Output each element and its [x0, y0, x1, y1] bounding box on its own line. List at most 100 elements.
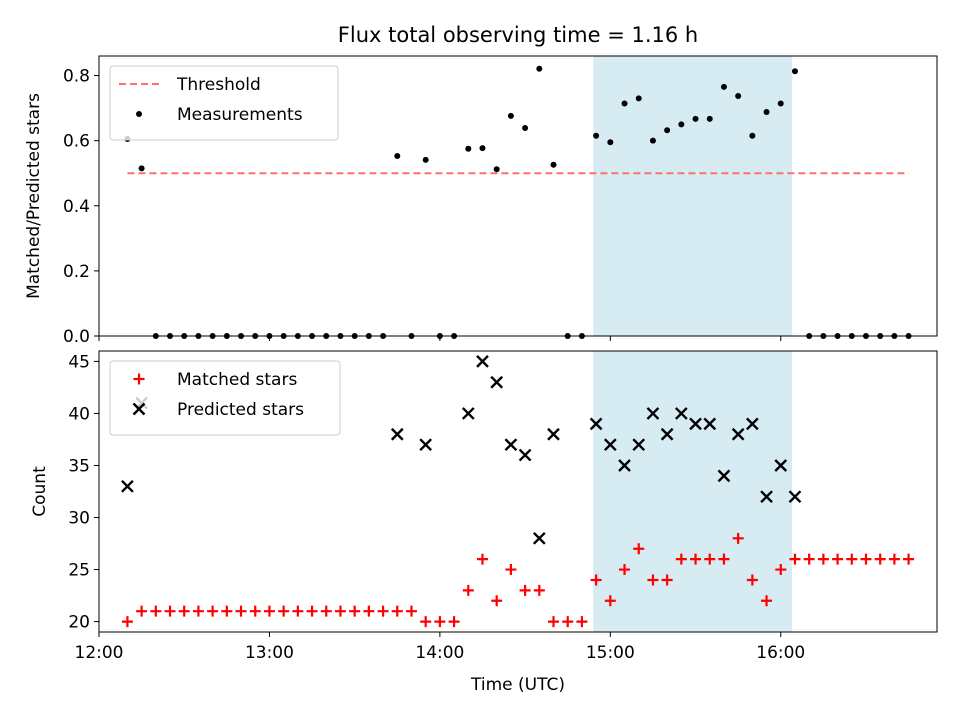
predicted-star-point	[689, 417, 702, 431]
measurement-point	[664, 127, 671, 134]
predicted-star-point	[788, 490, 802, 504]
measurement-point	[493, 166, 500, 173]
measurement-point	[678, 121, 685, 128]
count-y-tick-label: 35	[68, 456, 90, 476]
matched-star-point	[590, 574, 602, 586]
measurement-point	[749, 132, 756, 139]
legend-label: Measurements	[177, 105, 303, 125]
matched-star-point	[377, 605, 389, 617]
measurement-point	[465, 145, 472, 152]
ratio-panel: 0.0 0.2 0.4 0.6 0.8 Flux total observing tim…	[24, 23, 938, 347]
count-y-tick-label: 20	[68, 613, 90, 633]
matched-star-point	[775, 564, 787, 576]
ratio-y-axis: 0.0 0.2 0.4 0.6 0.8	[63, 67, 99, 347]
predicted-star-point	[774, 459, 788, 472]
matched-star-point	[888, 553, 900, 565]
matched-star-point	[278, 605, 290, 617]
predicted-star-point	[646, 407, 660, 420]
predicted-star-point	[703, 417, 717, 431]
matched-star-point	[334, 605, 346, 617]
matched-star-point	[619, 564, 631, 576]
matched-star-point	[462, 584, 474, 596]
measurement-point	[763, 109, 770, 115]
matched-star-point	[803, 553, 815, 565]
matched-star-point	[391, 605, 403, 617]
matched-star-point	[306, 605, 318, 617]
predicted-star-point	[532, 531, 546, 545]
ratio-plot-frame	[98, 55, 938, 337]
matched-star-point	[903, 553, 915, 565]
predicted-star-point	[760, 490, 773, 504]
matched-star-point	[647, 574, 659, 586]
measurement-point	[550, 161, 557, 168]
legend-dot-swatch	[136, 111, 142, 117]
measurement-point	[649, 137, 656, 144]
ratio-y-tick-label: 0.0	[63, 327, 90, 347]
predicted-star-point	[121, 479, 134, 493]
matched-star-point	[505, 564, 517, 576]
observing-window-span	[593, 351, 793, 632]
matched-star-point	[178, 605, 190, 617]
predicted-star-point	[746, 417, 759, 431]
legend-label: Matched stars	[177, 370, 297, 390]
measurement-point	[706, 115, 713, 122]
matched-star-point	[704, 553, 716, 565]
count-y-axis: 20 25 30 35 40 45	[68, 352, 99, 633]
matched-star-point	[860, 553, 872, 565]
matched-star-point	[405, 605, 417, 617]
matched-star-point	[576, 616, 588, 628]
legend-plus-swatch	[133, 373, 145, 385]
measurement-point	[522, 124, 529, 131]
matched-star-point	[562, 616, 574, 628]
matched-star-point	[675, 553, 687, 565]
matched-star-point	[817, 553, 829, 565]
matched-star-point	[263, 605, 275, 617]
matched-star-point	[690, 553, 702, 565]
measurement-point	[621, 100, 628, 107]
measurement-point	[735, 93, 742, 100]
ratio-y-tick-label: 0.2	[63, 262, 90, 282]
measurement-point	[720, 83, 727, 90]
legend-box	[109, 360, 341, 436]
ratio-y-tick-label: 0.4	[63, 197, 90, 217]
matched-star-point	[363, 605, 375, 617]
measurement-point	[422, 156, 429, 163]
measurement-point	[536, 65, 543, 72]
matched-star-point	[633, 543, 645, 555]
matched-star-point	[207, 605, 219, 617]
matched-star-point	[604, 595, 616, 607]
ratio-y-tick-label: 0.6	[63, 132, 90, 152]
predicted-star-point	[390, 427, 404, 441]
legend-x-swatch	[132, 402, 146, 416]
x-axis-label: Time (UTC)	[470, 675, 565, 695]
measurement-point	[791, 68, 798, 75]
predicted-star-point	[589, 417, 603, 431]
ratio-y-tick-label: 0.8	[63, 67, 90, 87]
matched-star-point	[491, 595, 503, 607]
measurement-point	[635, 95, 642, 102]
matched-star-point	[789, 553, 801, 565]
predicted-star-point	[603, 438, 617, 452]
measurement-point	[507, 112, 514, 119]
matched-star-point	[718, 553, 730, 565]
matched-star-point	[448, 616, 460, 628]
predicted-star-point	[618, 459, 631, 472]
count-y-axis-label: Count	[30, 466, 50, 517]
matched-star-point	[519, 584, 531, 596]
matched-star-point	[164, 605, 176, 617]
matched-star-point	[249, 605, 261, 617]
predicted-star-point	[419, 438, 433, 452]
measurement-point	[692, 115, 699, 122]
predicted-star-point	[717, 469, 731, 483]
matched-star-point	[661, 574, 673, 586]
predicted-star-point	[476, 355, 489, 368]
predicted-star-point	[490, 375, 504, 389]
count-x-axis: 12:00 13:00 14:00 15:00 16:00	[75, 632, 805, 663]
matched-star-point	[832, 553, 844, 565]
predicted-star-point	[632, 438, 646, 452]
count-plot-frame	[98, 350, 938, 633]
count-x-tick-label: 12:00	[75, 643, 124, 663]
measurement-point	[479, 145, 486, 152]
matched-star-point	[548, 616, 560, 628]
